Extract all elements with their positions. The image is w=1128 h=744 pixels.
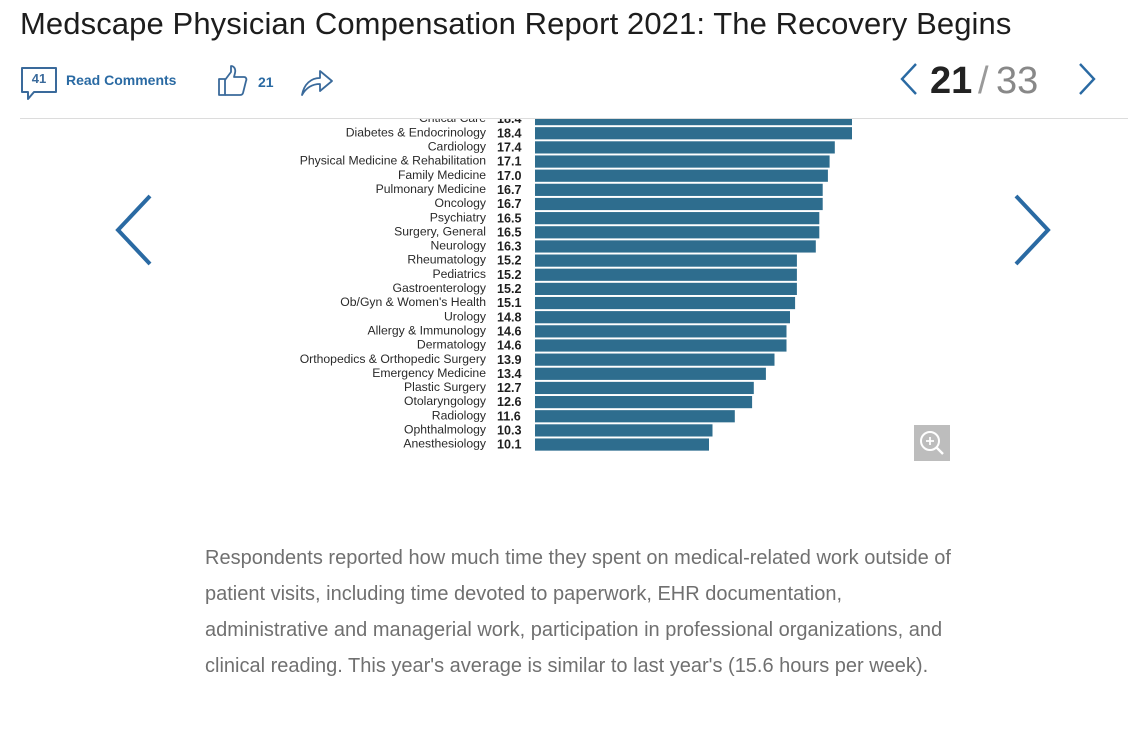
bar <box>535 396 753 409</box>
chart-viewport: Critical Care 18.4 Diabetes & Endocrinolog… <box>0 119 1128 464</box>
bar <box>535 268 797 281</box>
bar <box>535 410 735 423</box>
comment-count-badge[interactable]: 41 <box>20 66 57 100</box>
category-label: Emergency Medicine <box>372 366 486 380</box>
value-label: 12.6 <box>497 395 522 409</box>
value-label: 10.1 <box>497 438 522 452</box>
category-label: Pediatrics <box>432 267 486 281</box>
value-label: 13.4 <box>497 367 522 381</box>
bar <box>535 212 820 225</box>
category-label: Plastic Surgery <box>404 380 487 394</box>
slide-caption: Respondents reported how much time they … <box>205 547 951 677</box>
bar <box>535 169 828 182</box>
bar <box>535 240 816 253</box>
category-label: Diabetes & Endocrinology <box>346 125 487 139</box>
value-label: 10.3 <box>497 424 522 438</box>
value-label: 12.7 <box>497 381 522 395</box>
value-label: 17.0 <box>497 169 522 183</box>
chevron-left-icon[interactable] <box>112 194 156 266</box>
category-label: Ob/Gyn & Women's Health <box>340 295 486 309</box>
category-label: Gastroenterology <box>393 281 487 295</box>
category-label: Oncology <box>435 196 487 210</box>
chevron-left-icon[interactable] <box>896 62 922 96</box>
bar <box>535 155 830 168</box>
value-label: 13.9 <box>497 353 522 367</box>
value-label: 17.1 <box>497 155 522 169</box>
bar <box>535 381 754 395</box>
value-label: 15.1 <box>497 296 522 310</box>
bar <box>535 296 796 310</box>
bar <box>535 424 713 437</box>
value-label: 16.7 <box>497 197 522 211</box>
value-label: 14.6 <box>497 339 522 353</box>
category-label: Allergy & Immunology <box>367 323 486 337</box>
bar <box>535 254 797 267</box>
bar <box>535 141 835 154</box>
page-title: Medscape Physician Compensation Report 2… <box>20 6 1012 41</box>
category-label: Neurology <box>430 239 486 253</box>
value-label: 14.8 <box>497 310 522 324</box>
category-label: Pulmonary Medicine <box>376 182 487 196</box>
category-label: Critical Care <box>419 119 486 125</box>
category-label: Orthopedics & Orthopedic Surgery <box>300 352 487 366</box>
category-label: Radiology <box>432 408 487 422</box>
value-label: 15.2 <box>497 268 522 282</box>
value-label: 11.6 <box>497 409 521 423</box>
category-label: Ophthalmology <box>404 423 487 437</box>
category-label: Psychiatry <box>430 210 487 224</box>
total-slide-count: 33 <box>996 60 1039 102</box>
value-label: 14.6 <box>497 324 522 338</box>
zoom-button[interactable] <box>914 425 950 461</box>
value-label: 15.2 <box>497 254 522 268</box>
value-label: 16.5 <box>497 225 522 239</box>
value-label: 18.4 <box>497 126 522 140</box>
like-count: 21 <box>258 74 274 90</box>
share-arrow-icon[interactable] <box>298 66 336 98</box>
zoom-in-icon <box>920 431 944 455</box>
bar <box>535 353 775 366</box>
category-label: Physical Medicine & Rehabilitation <box>300 154 486 168</box>
bar <box>535 325 787 338</box>
thumbs-up-icon[interactable] <box>216 64 250 98</box>
bar <box>535 119 852 126</box>
value-label: 18.4 <box>497 119 522 126</box>
bar <box>535 197 823 211</box>
bar <box>535 127 852 140</box>
bar-chart: Critical Care 18.4 Diabetes & Endocrinolog… <box>300 119 852 452</box>
read-comments-link[interactable]: Read Comments <box>66 72 177 88</box>
category-label: Cardiology <box>428 140 487 154</box>
bar <box>535 282 797 295</box>
article-toolbar: 41 Read Comments 21 21 / 33 <box>20 60 1110 102</box>
bar <box>535 339 787 352</box>
category-label: Surgery, General <box>394 224 486 238</box>
chevron-right-icon[interactable] <box>1074 62 1100 96</box>
value-label: 17.4 <box>497 141 522 155</box>
category-label: Family Medicine <box>398 168 486 182</box>
current-slide-number: 21 <box>930 60 973 102</box>
bar <box>535 311 790 324</box>
comment-count: 41 <box>31 71 47 86</box>
category-label: Urology <box>444 309 487 323</box>
value-label: 16.7 <box>497 183 522 197</box>
bar <box>535 226 820 239</box>
bar <box>535 438 709 451</box>
value-label: 16.3 <box>497 240 522 254</box>
bar <box>535 367 766 380</box>
bar <box>535 183 823 196</box>
category-label: Dermatology <box>417 338 487 352</box>
comment-bubble-icon <box>21 67 57 100</box>
pager-separator: / <box>978 60 989 102</box>
category-label: Anesthesiology <box>403 437 487 451</box>
chevron-right-icon[interactable] <box>1010 194 1054 266</box>
category-label: Otolaryngology <box>404 394 487 408</box>
category-label: Rheumatology <box>407 253 486 267</box>
value-label: 16.5 <box>497 211 522 225</box>
value-label: 15.2 <box>497 282 522 296</box>
